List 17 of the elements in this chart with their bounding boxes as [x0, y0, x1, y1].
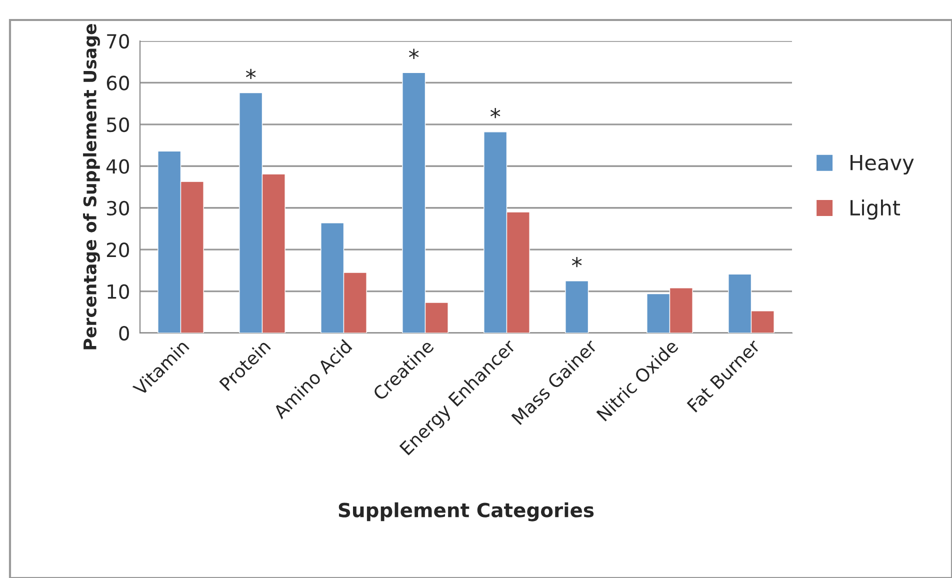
y-tick-label: 60 [106, 76, 129, 90]
y-tick-label: 40 [106, 159, 129, 174]
legend-label: Light [850, 200, 900, 220]
y-axis-title: Percentage of Supplement Usage [83, 24, 100, 350]
annotation: * [572, 256, 582, 268]
y-tick-label: 0 [119, 326, 129, 341]
annotation: * [246, 68, 256, 79]
y-tick-label: 20 [106, 242, 129, 258]
legend-label: Heavy [850, 154, 914, 174]
annotation: * [490, 108, 500, 118]
y-tick-label: 30 [107, 200, 129, 216]
y-tick-label: 70 [107, 34, 129, 49]
x-axis-title: Supplement Categories [338, 502, 594, 522]
bar [565, 280, 589, 333]
y-tick-label: 10 [108, 284, 129, 299]
y-tick-label: 50 [107, 117, 129, 132]
annotation: * [408, 48, 419, 59]
